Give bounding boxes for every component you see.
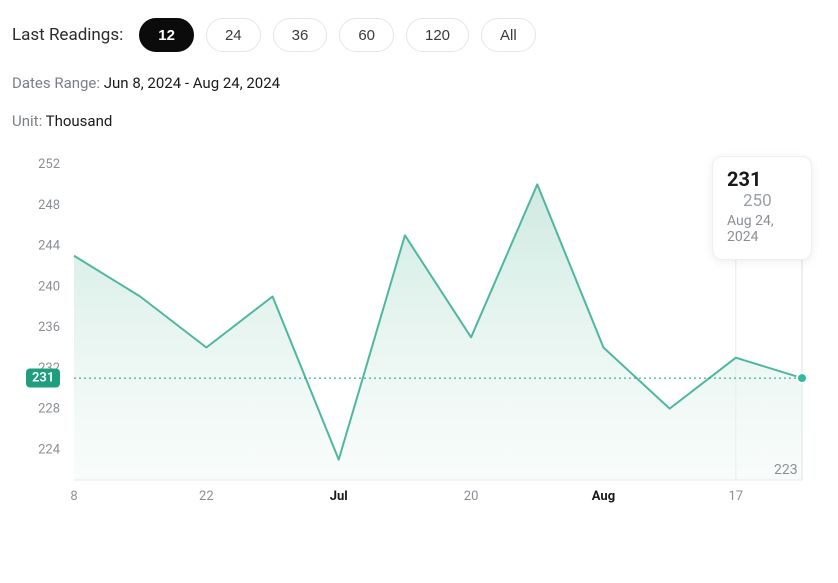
svg-text:20: 20: [464, 489, 479, 504]
svg-text:224: 224: [38, 442, 61, 457]
dates-range-row: Dates Range: Jun 8, 2024 - Aug 24, 2024: [12, 74, 826, 92]
svg-text:Aug: Aug: [592, 489, 615, 504]
svg-text:8: 8: [70, 489, 77, 504]
svg-text:17: 17: [729, 489, 744, 504]
svg-text:248: 248: [38, 198, 60, 213]
unit-value: Thousand: [46, 112, 113, 130]
readings-option-60[interactable]: 60: [339, 18, 394, 52]
dates-range-value: Jun 8, 2024 - Aug 24, 2024: [104, 74, 280, 92]
readings-option-120[interactable]: 120: [406, 18, 469, 52]
tooltip-secondary-value: 250: [743, 191, 772, 211]
dates-range-label: Dates Range:: [12, 74, 100, 92]
readings-label: Last Readings:: [12, 25, 123, 45]
readings-option-12[interactable]: 12: [139, 18, 194, 52]
tooltip-date: Aug 24, 2024: [727, 213, 797, 245]
svg-text:236: 236: [38, 320, 60, 335]
readings-option-all[interactable]: All: [481, 18, 536, 52]
svg-text:252: 252: [38, 157, 60, 172]
readings-chart[interactable]: 224228232236240244248252822Jul20Aug17 23…: [12, 150, 812, 530]
chart-tooltip: 231 250 Aug 24, 2024: [712, 156, 812, 260]
svg-text:244: 244: [38, 239, 61, 254]
tooltip-primary-value: 231: [727, 167, 761, 191]
y-range-bottom-label: 223: [774, 462, 798, 478]
unit-label: Unit:: [12, 112, 42, 130]
readings-selector: Last Readings: 12 24 36 60 120 All: [12, 18, 826, 52]
unit-row: Unit: Thousand: [12, 112, 826, 130]
svg-text:22: 22: [199, 489, 214, 504]
readings-option-36[interactable]: 36: [273, 18, 328, 52]
readings-option-24[interactable]: 24: [206, 18, 261, 52]
current-value-badge: 231: [26, 369, 60, 388]
svg-text:228: 228: [38, 402, 60, 417]
svg-text:240: 240: [38, 279, 60, 294]
svg-text:Jul: Jul: [330, 489, 348, 504]
